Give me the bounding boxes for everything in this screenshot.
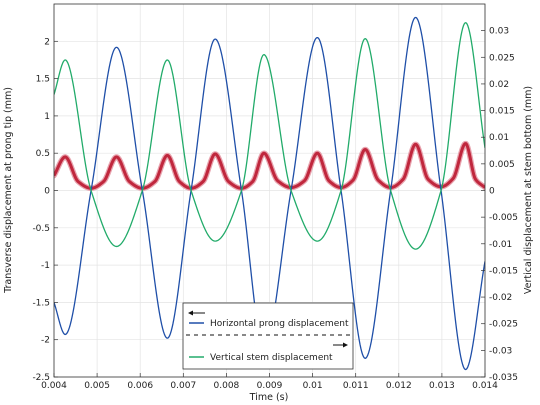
- y-right-tick-label: -0.01: [489, 240, 512, 250]
- legend-box: [182, 302, 354, 370]
- series-vertical-stem-line: [54, 22, 485, 250]
- x-tick-label: 0.004: [41, 381, 67, 391]
- y-right-tick-label: 0: [489, 187, 495, 197]
- y-right-tick-label: -0.005: [489, 213, 518, 223]
- y-right-tick-label: -0.02: [489, 293, 512, 303]
- y-left-tick-label: -2.5: [32, 373, 50, 383]
- y-right-tick-label: 0.03: [489, 27, 509, 37]
- y-left-tick-label: 0.5: [36, 149, 50, 159]
- y-right-tick-label: 0.01: [489, 133, 509, 143]
- y-right-tick-label: 0.025: [489, 53, 515, 63]
- y-axis-left-title: Transverse displacement at prong tip (mm…: [3, 87, 14, 294]
- x-tick-label: 0.011: [343, 381, 369, 391]
- y-left-tick-label: -1: [41, 261, 50, 271]
- legend-arrow-left-head: [188, 310, 193, 316]
- legend-arrow-right-head: [343, 342, 348, 348]
- x-tick-label: 0.012: [386, 381, 412, 391]
- x-tick-label: 0.005: [84, 381, 110, 391]
- y-axis-right-title: Vertical displacement at stem bottom (mm…: [523, 86, 534, 294]
- x-axis-title: Time (s): [249, 392, 289, 403]
- y-right-tick-label: -0.015: [489, 266, 518, 276]
- y-right-tick-label: 0.015: [489, 107, 515, 117]
- legend: Horizontal prong displacement Vertical s…: [182, 302, 354, 370]
- x-tick-label: 0.006: [127, 381, 153, 391]
- y-left-tick-label: 2: [44, 37, 50, 47]
- y-right-tick-label: 0.005: [489, 160, 515, 170]
- x-tick-label: 0.008: [214, 381, 240, 391]
- y-right-tick-label: -0.035: [489, 373, 518, 383]
- y-right-tick-label: 0.02: [489, 80, 509, 90]
- y-left-tick-label: -0.5: [32, 224, 50, 234]
- y-left-tick-label: 1.5: [36, 75, 50, 85]
- x-tick-label: 0.013: [429, 381, 455, 391]
- y-left-tick-label: 0: [44, 187, 50, 197]
- y-left-tick-label: 1: [44, 112, 50, 122]
- ticks: 0.004 0.005 0.006 0.007 0.008 0.009 0.01 0.011 0…: [32, 27, 518, 391]
- x-tick-label: 0.014: [472, 381, 498, 391]
- series-thick-red-line: [54, 142, 485, 190]
- y-left-tick-label: -1.5: [32, 298, 50, 308]
- legend-label-horizontal: Horizontal prong displacement: [210, 319, 349, 329]
- y-left-tick-label: -2: [41, 336, 50, 346]
- legend-label-vertical: Vertical stem displacement: [210, 353, 333, 363]
- x-tick-label: 0.009: [257, 381, 283, 391]
- y-right-tick-label: -0.025: [489, 320, 518, 330]
- x-tick-label: 0.01: [303, 381, 323, 391]
- y-right-tick-label: -0.03: [489, 346, 512, 356]
- x-tick-label: 0.007: [170, 381, 196, 391]
